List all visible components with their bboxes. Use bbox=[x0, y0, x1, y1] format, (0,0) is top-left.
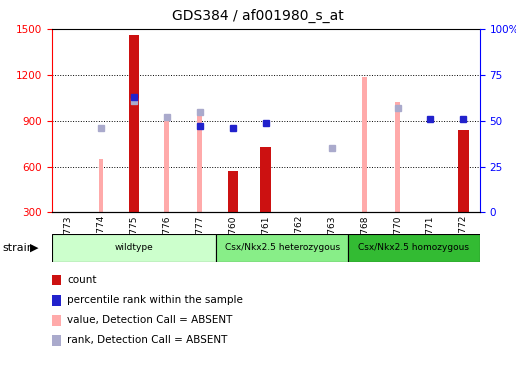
Text: GDS384 / af001980_s_at: GDS384 / af001980_s_at bbox=[172, 9, 344, 23]
Bar bbox=[99, 159, 104, 212]
Text: Csx/Nkx2.5 heterozygous: Csx/Nkx2.5 heterozygous bbox=[224, 243, 340, 253]
Text: strain: strain bbox=[3, 243, 35, 253]
Text: ▶: ▶ bbox=[30, 243, 38, 253]
Bar bbox=[128, 36, 139, 212]
Bar bbox=[228, 171, 238, 212]
Text: percentile rank within the sample: percentile rank within the sample bbox=[67, 295, 243, 305]
Bar bbox=[395, 102, 400, 212]
Bar bbox=[458, 130, 469, 212]
Bar bbox=[165, 116, 169, 212]
Bar bbox=[261, 147, 271, 212]
Text: value, Detection Call = ABSENT: value, Detection Call = ABSENT bbox=[67, 315, 232, 325]
Bar bbox=[132, 98, 136, 212]
Text: Csx/Nkx2.5 homozygous: Csx/Nkx2.5 homozygous bbox=[359, 243, 470, 253]
Bar bbox=[198, 109, 202, 212]
Bar bbox=[362, 77, 367, 212]
Bar bbox=[348, 234, 480, 262]
Bar bbox=[52, 234, 216, 262]
Text: rank, Detection Call = ABSENT: rank, Detection Call = ABSENT bbox=[67, 335, 228, 346]
Text: count: count bbox=[67, 275, 96, 285]
Text: wildtype: wildtype bbox=[115, 243, 153, 253]
Bar bbox=[216, 234, 348, 262]
